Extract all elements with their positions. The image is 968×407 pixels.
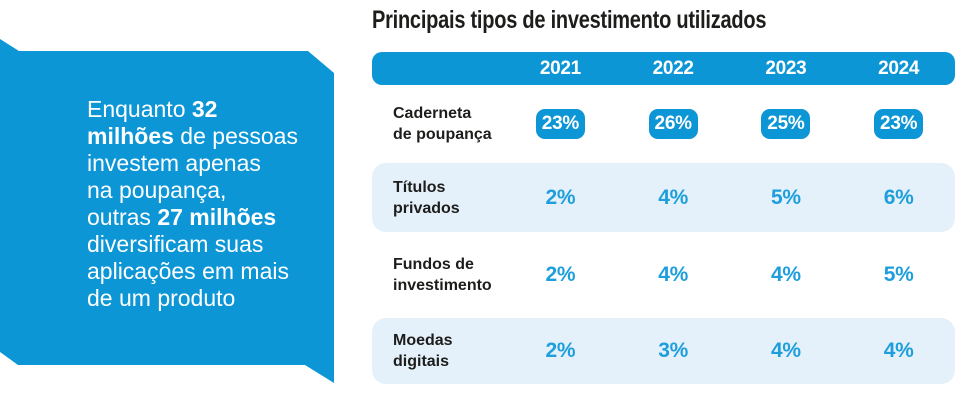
year-header: 2023 (765, 57, 807, 79)
value-text: 5% (770, 185, 801, 209)
value-cell: 5% (730, 186, 843, 210)
value-cell: 5% (842, 263, 955, 287)
value-text: 4% (658, 263, 688, 286)
value-cell: 4% (730, 263, 843, 287)
callout-line: milhões de pessoas (87, 123, 327, 150)
row-label: Caderneta de poupança (393, 105, 492, 143)
value-cell: 4% (617, 263, 730, 287)
table-row: Caderneta de poupança 23% 26% 25% 23% (372, 85, 955, 163)
callout-regular-text: outras (87, 204, 158, 230)
callout-regular-text: diversificam suas (87, 231, 264, 257)
callout-regular-text: aplicações em mais (87, 258, 289, 284)
callout-bubble: Enquanto 32 milhões de pessoas investem ap… (0, 39, 334, 383)
value-cell: 4% (617, 186, 730, 210)
table-title: Principais tipos de investimento utiliza… (372, 6, 767, 34)
callout-line: Enquanto 32 (87, 96, 327, 123)
value-cell: 25% (730, 109, 843, 139)
value-pill: 25% (761, 109, 811, 139)
value-pill: 26% (648, 109, 698, 139)
value-cell: 3% (617, 339, 730, 363)
value-text: 6% (883, 185, 914, 209)
value-pill: 23% (874, 109, 924, 139)
value-text: 4% (770, 339, 801, 362)
callout-line: na poupança, (87, 177, 327, 204)
callout-line: diversificam suas (87, 231, 327, 258)
table-header-row: 2021 2022 2023 2024 (372, 52, 955, 85)
year-header: 2022 (652, 57, 694, 79)
callout-regular-text: Enquanto (87, 96, 192, 122)
callout-line: outras 27 milhões (87, 204, 327, 231)
callout-line: aplicações em mais (87, 258, 327, 285)
value-text: 4% (883, 339, 914, 362)
value-cell: 23% (842, 109, 955, 139)
value-text: 4% (770, 263, 801, 286)
value-text: 2% (545, 185, 576, 209)
callout-regular-text: de pessoas (173, 123, 298, 149)
value-cell: 4% (842, 339, 955, 363)
value-cell: 2% (504, 339, 617, 363)
callout-regular-text: de um produto (87, 285, 236, 311)
value-cell: 2% (504, 186, 617, 210)
table-row: Fundos de investimento 2% 4% 4% 5% (372, 232, 955, 318)
callout-line: de um produto (87, 285, 327, 312)
value-cell: 23% (504, 109, 617, 139)
investments-table-panel: Principais tipos de investimento utiliza… (372, 0, 955, 400)
value-text: 2% (545, 263, 576, 286)
table-row: Moedas digitais 2% 3% 4% 4% (372, 318, 955, 384)
value-cell: 26% (617, 109, 730, 139)
callout-bold-text: 27 milhões (157, 204, 277, 230)
value-cell: 6% (842, 186, 955, 210)
callout-bold-text: 32 (191, 96, 218, 122)
value-text: 3% (658, 339, 688, 362)
value-text: 5% (883, 263, 914, 286)
table-body: Caderneta de poupança 23% 26% 25% 23% Títulos… (372, 85, 955, 384)
callout-regular-text: investem apenas (87, 150, 261, 176)
value-pill: 23% (535, 109, 585, 139)
value-cell: 2% (504, 263, 617, 287)
value-text: 4% (658, 185, 688, 209)
value-cell: 4% (730, 339, 843, 363)
row-label: Fundos de investimento (393, 256, 492, 294)
callout-text: Enquanto 32 milhões de pessoas investem ap… (87, 96, 327, 312)
year-header: 2021 (539, 57, 581, 79)
year-header: 2024 (878, 57, 920, 79)
value-text: 2% (545, 339, 576, 362)
callout-line: investem apenas (87, 150, 327, 177)
callout-regular-text: na poupança, (87, 177, 227, 203)
table-row: Títulos privados 2% 4% 5% 6% (372, 163, 955, 232)
row-label: Títulos privados (393, 178, 460, 217)
callout-bold-text: milhões (87, 123, 174, 149)
row-label: Moedas digitais (393, 332, 453, 370)
